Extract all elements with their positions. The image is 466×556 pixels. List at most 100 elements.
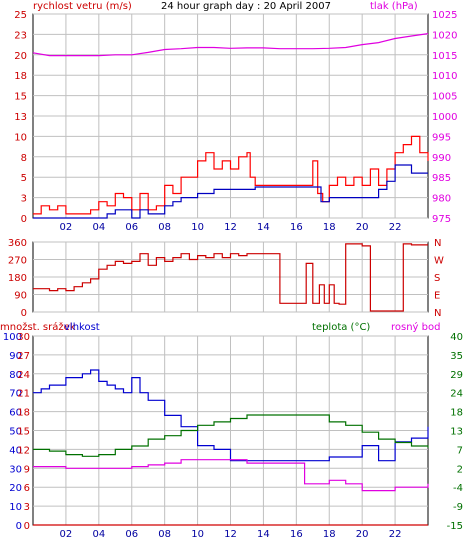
rain-tick-label: 18	[17, 408, 30, 419]
temp-tick-label: 24	[450, 389, 463, 400]
humidity-tick-label: 60	[9, 408, 22, 419]
time-tick-label: 12	[224, 529, 237, 540]
temp-axis-label: teplota (°C)	[312, 322, 370, 333]
wind-tick-label: 23	[14, 30, 27, 41]
temp-tick-label: -4	[453, 483, 463, 494]
wind-tick-label: 0	[21, 214, 27, 225]
temp-tick-label: -15	[447, 521, 463, 532]
humidity-tick-label: 0	[16, 521, 22, 532]
pressure-tick-label: 1025	[432, 10, 457, 21]
time-tick-label: 02	[60, 222, 73, 233]
temp-tick-label: 2	[457, 464, 463, 475]
time-tick-label: 10	[191, 222, 204, 233]
time-tick-label: 06	[125, 222, 138, 233]
wind-tick-label: 5	[21, 173, 27, 184]
temp-tick-label: 18	[450, 408, 463, 419]
humidity-axis-label: vlhkost	[64, 322, 100, 333]
pressure-tick-label: 1000	[432, 112, 457, 123]
rain-tick-label: 12	[17, 445, 30, 456]
humidity-tick-label: 90	[9, 351, 22, 362]
compass-letter: N	[434, 238, 441, 249]
compass-letter: W	[434, 256, 444, 267]
temp-tick-label: 13	[450, 427, 463, 438]
time-tick-label: 02	[60, 529, 73, 540]
time-tick-label: 16	[290, 529, 303, 540]
humidity-tick-label: 80	[9, 370, 22, 381]
time-tick-label: 06	[125, 529, 138, 540]
wind-tick-label: 20	[14, 51, 27, 62]
wind-tick-label: 10	[14, 132, 27, 143]
time-tick-label: 16	[290, 222, 303, 233]
pressure-tick-label: 1020	[432, 30, 457, 41]
rain-tick-label: 21	[17, 389, 30, 400]
time-tick-label: 20	[356, 222, 369, 233]
time-tick-label: 18	[323, 222, 336, 233]
temp-tick-label: 7	[457, 445, 463, 456]
humidity-tick-label: 40	[9, 445, 22, 456]
temp-tick-label: 29	[450, 370, 463, 381]
temp-tick-label: 40	[450, 332, 463, 343]
humidity-tick-label: 20	[9, 483, 22, 494]
time-tick-label: 22	[389, 529, 402, 540]
compass-letter: N	[434, 308, 441, 319]
humidity-tick-label: 10	[9, 502, 22, 513]
humidity-tick-label: 30	[9, 464, 22, 475]
pressure-tick-label: 1010	[432, 71, 457, 82]
time-tick-label: 08	[158, 529, 171, 540]
wind-avg-line	[33, 164, 428, 219]
pressure-tick-label: 1005	[432, 92, 457, 103]
time-tick-label: 04	[92, 529, 105, 540]
pressure-tick-label: 980	[432, 194, 451, 205]
time-tick-label: 18	[323, 529, 336, 540]
humidity-tick-label: 50	[9, 427, 22, 438]
chart-title: 24 hour graph day : 20 April 2007	[161, 1, 331, 12]
rain-tick-label: 6	[24, 483, 30, 494]
wind-tick-label: 25	[14, 10, 27, 21]
rain-tick-label: 15	[17, 427, 30, 438]
rain-tick-label: 9	[24, 464, 30, 475]
wind-axis-label: rychlost vetru (m/s)	[33, 1, 132, 12]
humidity-line	[33, 369, 429, 462]
dewpoint-line	[33, 459, 429, 492]
direction-tick-label: 180	[8, 273, 27, 284]
humidity-tick-label: 100	[3, 332, 22, 343]
time-tick-label: 20	[356, 529, 369, 540]
compass-letter: E	[434, 291, 440, 302]
pressure-tick-label: 1015	[432, 51, 457, 62]
time-tick-label: 14	[257, 222, 270, 233]
temp-tick-label: -9	[453, 502, 463, 513]
rain-axis-label: množst. srážek	[0, 321, 76, 333]
temp-tick-label: 35	[450, 351, 463, 362]
rain-tick-label: 27	[17, 351, 30, 362]
dew-axis-label: rosný bod	[391, 321, 440, 333]
wind-direction-line	[33, 243, 428, 312]
time-tick-label: 22	[389, 222, 402, 233]
direction-tick-label: 360	[8, 238, 27, 249]
rain-tick-label: 3	[24, 502, 30, 513]
time-tick-label: 10	[191, 529, 204, 540]
time-tick-label: 04	[92, 222, 105, 233]
direction-tick-label: 270	[8, 256, 27, 267]
wind-tick-label: 18	[14, 71, 27, 82]
pressure-tick-label: 990	[432, 153, 451, 164]
pressure-tick-label: 995	[432, 132, 451, 143]
compass-letter: S	[434, 273, 440, 284]
wind-tick-label: 8	[21, 153, 27, 164]
time-tick-label: 12	[224, 222, 237, 233]
direction-tick-label: 90	[14, 291, 27, 302]
rain-tick-label: 24	[17, 370, 30, 381]
time-tick-label: 08	[158, 222, 171, 233]
wind-gust-line	[33, 135, 429, 215]
time-tick-label: 14	[257, 529, 270, 540]
humidity-tick-label: 70	[9, 389, 22, 400]
wind-tick-label: 3	[21, 194, 27, 205]
rain-tick-label: 30	[17, 332, 30, 343]
temperature-line	[33, 414, 429, 457]
wind-tick-label: 15	[14, 92, 27, 103]
pressure-tick-label: 975	[432, 214, 451, 225]
pressure-line	[32, 33, 429, 57]
rain-tick-label: 0	[24, 521, 30, 532]
pressure-axis-label: tlak (hPa)	[370, 1, 418, 12]
direction-tick-label: 0	[21, 308, 27, 319]
